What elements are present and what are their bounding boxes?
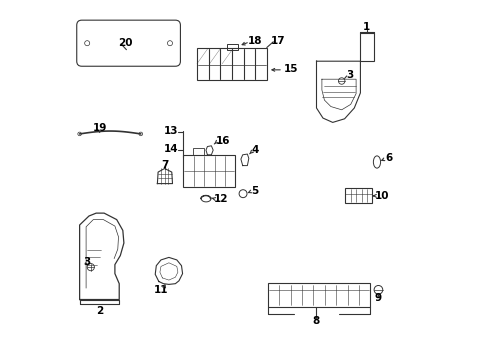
- Text: 3: 3: [83, 257, 90, 267]
- Text: 11: 11: [153, 285, 168, 295]
- Bar: [193, 148, 204, 155]
- Text: 20: 20: [118, 38, 132, 48]
- Bar: [227, 44, 238, 50]
- Text: 18: 18: [247, 36, 262, 46]
- Text: 17: 17: [270, 36, 285, 46]
- Text: 1: 1: [363, 22, 370, 32]
- Text: 10: 10: [374, 191, 388, 201]
- Bar: [183, 155, 235, 187]
- Text: 15: 15: [283, 64, 297, 74]
- Text: 6: 6: [385, 153, 392, 163]
- Text: 13: 13: [163, 126, 178, 136]
- Text: 2: 2: [96, 306, 103, 316]
- Text: 16: 16: [215, 136, 230, 146]
- Text: 19: 19: [93, 123, 107, 133]
- Text: 9: 9: [374, 293, 381, 303]
- Text: 4: 4: [251, 145, 259, 156]
- Text: 12: 12: [213, 194, 228, 204]
- Text: 5: 5: [250, 186, 258, 196]
- Bar: [197, 48, 266, 80]
- Bar: [267, 283, 370, 307]
- Text: 8: 8: [312, 316, 320, 326]
- Bar: [360, 33, 373, 61]
- Text: 7: 7: [161, 160, 168, 170]
- Text: 3: 3: [346, 70, 352, 80]
- Bar: [345, 188, 371, 203]
- Text: 14: 14: [163, 144, 178, 154]
